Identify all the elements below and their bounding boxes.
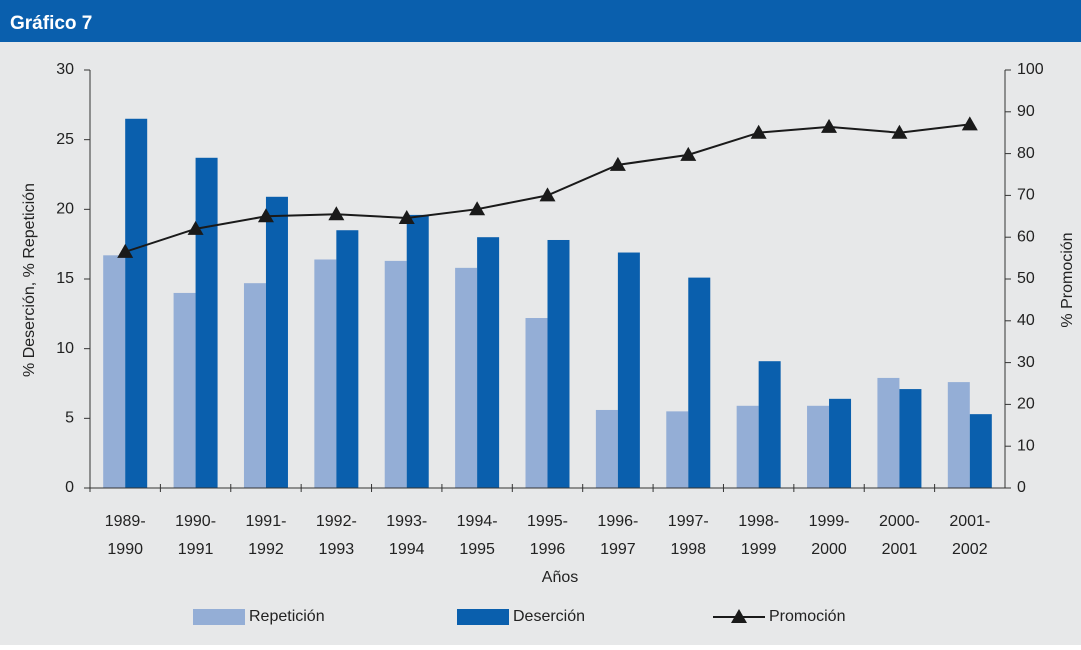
marker [750, 124, 767, 139]
legend-swatch [457, 609, 509, 625]
x-tick-label: 1997- [668, 513, 709, 530]
y2-tick-label: 50 [1017, 270, 1035, 287]
y-tick-label: 20 [56, 201, 74, 218]
marker [187, 220, 204, 235]
bar [336, 230, 359, 488]
bar [595, 409, 618, 488]
x-tick-label: 1993- [386, 513, 427, 530]
y2-tick-label: 100 [1017, 61, 1044, 78]
bar [195, 157, 218, 488]
marker [117, 243, 134, 258]
y2-tick-label: 0 [1017, 479, 1026, 496]
x-tick-label: 2000 [811, 541, 847, 558]
x-tick-label: 1995 [459, 541, 495, 558]
bar [736, 405, 759, 488]
x-tick-label: 1992 [248, 541, 284, 558]
x-tick-label: 1999 [741, 541, 777, 558]
x-tick-label: 1997 [600, 541, 636, 558]
y2-tick-label: 90 [1017, 103, 1035, 120]
legend-marker [731, 609, 747, 623]
header-bar [0, 0, 1081, 42]
x-tick-label: 1998- [738, 513, 779, 530]
marker [469, 201, 486, 216]
bar [877, 377, 900, 488]
bar [173, 292, 196, 488]
y2-tick-label: 70 [1017, 187, 1035, 204]
y2-tick-label: 80 [1017, 145, 1035, 162]
x-tick-label: 1995- [527, 513, 568, 530]
legend-swatch [193, 609, 245, 625]
y-tick-label: 10 [56, 340, 74, 357]
y2-tick-label: 40 [1017, 312, 1035, 329]
marker [961, 116, 978, 131]
bar [384, 260, 407, 488]
y2-tick-label: 20 [1017, 396, 1035, 413]
bar [455, 267, 478, 488]
x-tick-label: 2001- [949, 513, 990, 530]
y2-tick-label: 60 [1017, 228, 1035, 245]
y-tick-label: 25 [56, 131, 74, 148]
bar [617, 252, 640, 488]
x-tick-label: 1994 [389, 541, 425, 558]
bar [688, 277, 711, 488]
bar [807, 405, 830, 488]
x-tick-label: 1992- [316, 513, 357, 530]
marker [398, 209, 415, 224]
x-axis-label: Años [542, 569, 578, 586]
bar [477, 237, 500, 488]
x-tick-label: 1999- [809, 513, 850, 530]
bar [666, 411, 689, 488]
x-tick-label: 2001 [882, 541, 918, 558]
legend-label: Deserción [513, 608, 585, 625]
marker [891, 124, 908, 139]
x-tick-label: 1998 [670, 541, 706, 558]
x-tick-label: 1990 [107, 541, 143, 558]
bar [125, 118, 148, 489]
marker [539, 187, 556, 202]
bar [103, 255, 126, 488]
x-tick-label: 1989- [105, 513, 146, 530]
marker [609, 156, 626, 171]
y2-tick-label: 10 [1017, 437, 1035, 454]
x-tick-label: 1991- [246, 513, 287, 530]
y-tick-label: 0 [65, 479, 74, 496]
bar [899, 389, 922, 488]
marker [257, 208, 274, 223]
x-tick-label: 1996- [597, 513, 638, 530]
x-tick-label: 2000- [879, 513, 920, 530]
y2-tick-label: 30 [1017, 354, 1035, 371]
bar [525, 318, 548, 488]
marker [328, 206, 345, 221]
y2-axis-label: % Promoción [1059, 232, 1076, 327]
x-tick-label: 1994- [457, 513, 498, 530]
x-tick-label: 1991 [178, 541, 214, 558]
bar [243, 283, 266, 488]
y-tick-label: 15 [56, 270, 74, 287]
header-title: Gráfico 7 [10, 13, 92, 34]
x-tick-label: 1996 [530, 541, 566, 558]
x-tick-label: 1993 [319, 541, 355, 558]
bar [406, 214, 429, 488]
bar [758, 361, 781, 488]
y-tick-label: 30 [56, 61, 74, 78]
marker [821, 118, 838, 133]
bar [829, 398, 852, 488]
bar [947, 382, 970, 488]
bar [314, 259, 337, 488]
y-axis-label: % Deserción, % Repetición [21, 183, 38, 377]
legend-label: Repetición [249, 608, 325, 625]
bar [265, 196, 288, 488]
y-tick-label: 5 [65, 410, 74, 427]
bar [969, 414, 992, 488]
marker [680, 146, 697, 161]
x-tick-label: 1990- [175, 513, 216, 530]
legend-label: Promoción [769, 608, 845, 625]
x-tick-label: 2002 [952, 541, 988, 558]
bar [547, 239, 570, 488]
